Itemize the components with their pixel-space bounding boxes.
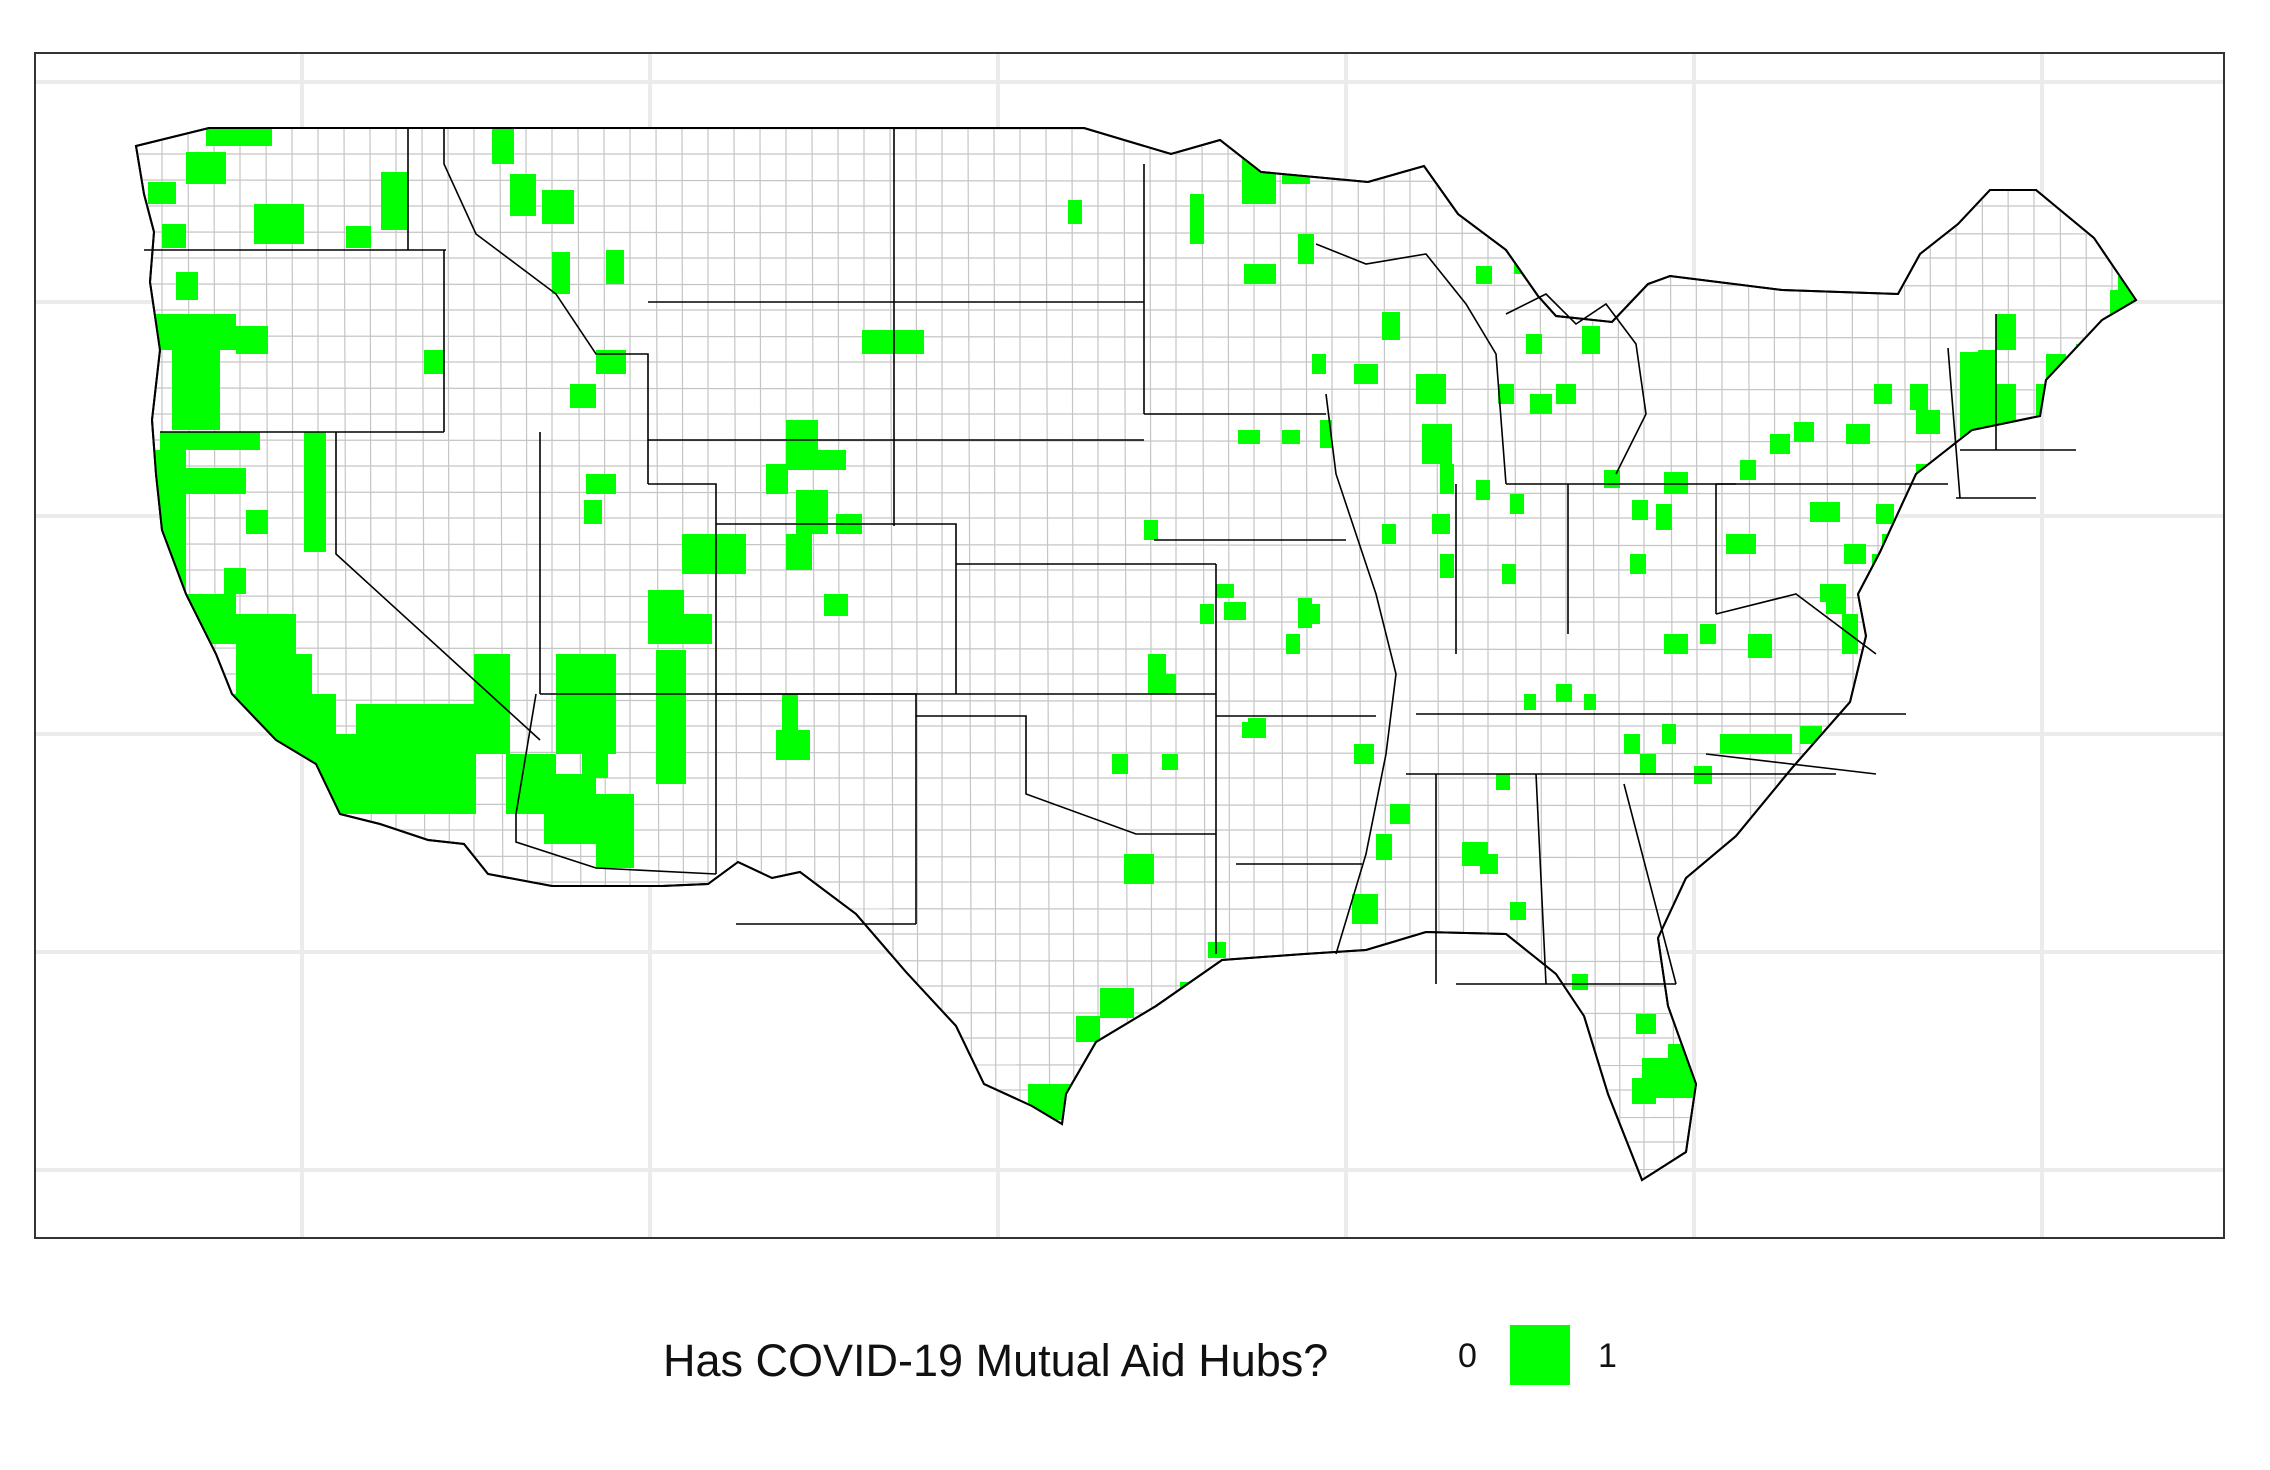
us-outline-border (134, 127, 2138, 1182)
map-panel (34, 52, 2225, 1239)
us-county-map (36, 54, 2223, 1237)
legend-title: Has COVID-19 Mutual Aid Hubs? (663, 1335, 1329, 1386)
state-borders (144, 128, 2076, 985)
legend-label-1: 1 (1598, 1337, 1617, 1375)
legend-label-0: 0 (1458, 1337, 1477, 1375)
legend: Has COVID-19 Mutual Aid Hubs? 0 1 (0, 1325, 2270, 1405)
us-outline (134, 127, 2138, 1182)
legend-key-hub (1510, 1325, 1570, 1385)
